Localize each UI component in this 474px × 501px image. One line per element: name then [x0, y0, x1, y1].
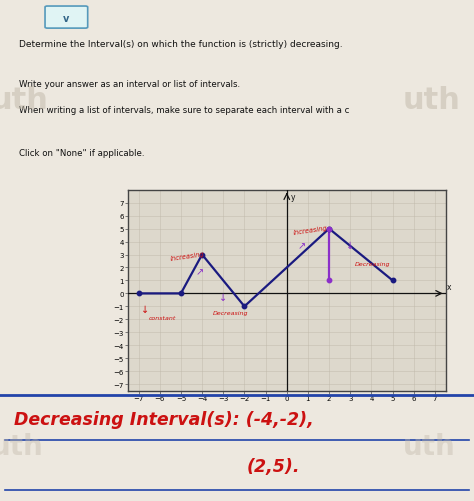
Text: ↓: ↓	[219, 292, 227, 302]
Text: Increasing: Increasing	[170, 250, 205, 261]
Text: ↗: ↗	[196, 267, 204, 277]
Text: Decreasing: Decreasing	[213, 311, 248, 316]
Text: x: x	[447, 282, 451, 291]
Text: Click on "None" if applicable.: Click on "None" if applicable.	[19, 148, 145, 157]
FancyBboxPatch shape	[45, 7, 88, 29]
Text: ↓: ↓	[346, 240, 354, 250]
Text: uth: uth	[403, 432, 456, 460]
Text: Decreasing: Decreasing	[355, 262, 390, 267]
Text: Write your answer as an interval or list of intervals.: Write your answer as an interval or list…	[19, 80, 240, 89]
Text: When writing a list of intervals, make sure to separate each interval with a c: When writing a list of intervals, make s…	[19, 106, 349, 115]
Text: Increasing: Increasing	[293, 224, 328, 235]
Text: uth: uth	[0, 86, 48, 115]
Text: constant: constant	[149, 316, 176, 321]
Text: (2,5).: (2,5).	[246, 457, 300, 475]
Text: y: y	[291, 193, 295, 202]
Text: ↗: ↗	[297, 240, 305, 250]
Text: uth: uth	[0, 432, 43, 460]
Text: uth: uth	[403, 86, 461, 115]
Text: Determine the Interval(s) on which the function is (strictly) decreasing.: Determine the Interval(s) on which the f…	[19, 40, 343, 49]
Text: Decreasing Interval(s): (-4,-2),: Decreasing Interval(s): (-4,-2),	[14, 411, 314, 428]
Text: v: v	[63, 14, 70, 24]
Text: ↓: ↓	[141, 304, 149, 314]
